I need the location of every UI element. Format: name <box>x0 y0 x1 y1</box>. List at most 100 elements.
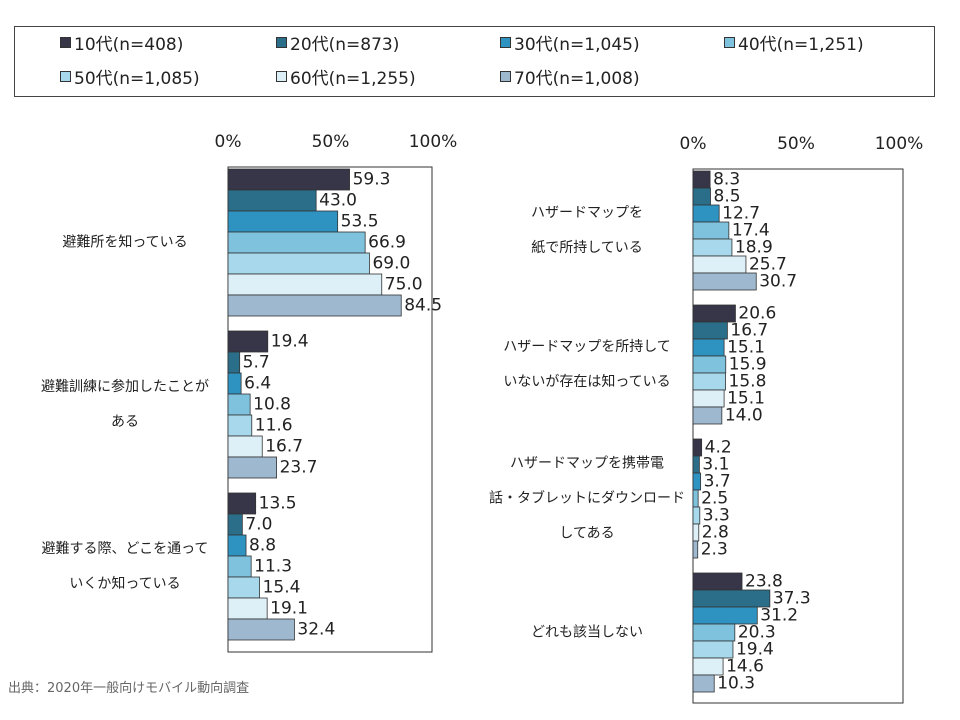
bar <box>692 523 700 542</box>
bar <box>692 355 727 374</box>
chart-legend: 10代(n=408) 20代(n=873) 30代(n=1,045) 40代(n=1,… <box>14 26 935 97</box>
tick-label: 100% <box>875 134 924 154</box>
data-label: 25.7 <box>749 255 787 275</box>
bar <box>692 187 711 206</box>
legend-swatch <box>276 36 287 48</box>
plot-frame <box>692 168 904 704</box>
data-label: 69.0 <box>372 254 410 274</box>
bar <box>227 231 366 254</box>
category-label: 避難所を知っている <box>62 234 187 251</box>
legend-swatch <box>60 36 71 48</box>
bar <box>692 304 736 323</box>
bar <box>692 204 720 223</box>
bar <box>227 597 268 620</box>
data-label: 7.0 <box>245 515 272 535</box>
legend-swatch <box>276 70 287 82</box>
bar <box>692 623 736 642</box>
bar <box>227 456 277 479</box>
data-label: 18.9 <box>735 238 773 258</box>
category-label: 避難する際、どこを通って <box>42 541 209 557</box>
bar <box>227 351 241 374</box>
bar <box>692 489 699 508</box>
bar <box>692 438 703 457</box>
source-note: 出典：2020年一般向けモバイル動向調査 <box>8 681 250 696</box>
bar <box>227 168 350 191</box>
data-label: 32.4 <box>297 620 335 640</box>
category-label: いくか知っている <box>69 575 180 592</box>
data-label: 8.5 <box>714 187 741 207</box>
bar <box>692 221 730 240</box>
data-label: 3.7 <box>704 472 731 492</box>
tick-label: 100% <box>409 132 458 152</box>
legend-label: 70代(n=1,008) <box>514 68 640 89</box>
bar <box>692 455 700 474</box>
legend-label: 60代(n=1,255) <box>290 68 416 89</box>
bar <box>227 252 370 275</box>
bar <box>227 492 257 515</box>
bar <box>227 294 402 317</box>
bar <box>227 414 253 437</box>
bar <box>227 534 247 557</box>
bar <box>227 372 242 395</box>
data-label: 11.6 <box>255 416 293 436</box>
bar <box>692 674 715 693</box>
bar <box>692 389 725 408</box>
data-label: 17.4 <box>732 221 770 241</box>
category-label: いないが存在は知っている <box>503 373 670 390</box>
bar <box>692 572 743 591</box>
category-label: 話・タブレットにダウンロード <box>489 490 685 507</box>
category-label: どれも該当しない <box>531 625 643 641</box>
legend-label: 50代(n=1,085) <box>74 68 200 89</box>
bar <box>692 338 725 357</box>
bar <box>227 618 295 641</box>
legend-item: 70代(n=1,008) <box>500 66 640 89</box>
data-label: 13.5 <box>259 494 297 514</box>
data-label: 59.3 <box>353 170 391 190</box>
data-label: 15.8 <box>729 372 767 392</box>
bar <box>692 540 699 559</box>
bar <box>227 576 260 599</box>
data-label: 8.8 <box>249 536 276 556</box>
legend-label: 10代(n=408) <box>74 34 184 55</box>
data-label: 2.3 <box>701 540 728 560</box>
bar <box>692 589 771 608</box>
legend-item: 20代(n=873) <box>276 32 399 55</box>
legend-item: 30代(n=1,045) <box>500 32 640 55</box>
legend-swatch <box>500 36 511 48</box>
category-label: 紙で所持している <box>531 240 643 256</box>
bar <box>692 606 758 625</box>
data-label: 3.3 <box>703 506 730 526</box>
bar <box>227 189 317 212</box>
data-label: 2.5 <box>701 489 728 509</box>
bar <box>227 393 251 416</box>
legend-label: 30代(n=1,045) <box>514 34 640 55</box>
bar <box>692 506 701 525</box>
legend-swatch <box>724 36 735 48</box>
bar <box>692 472 702 491</box>
data-label: 2.8 <box>702 523 729 543</box>
bar <box>227 330 269 353</box>
category-label: してある <box>559 526 614 542</box>
data-label: 20.3 <box>738 623 776 643</box>
data-label: 23.7 <box>280 458 318 478</box>
category-label: ハザードマップを携帯電 <box>510 456 664 472</box>
bar <box>692 321 728 340</box>
data-label: 19.1 <box>270 599 308 619</box>
bar <box>692 170 711 189</box>
data-label: 3.1 <box>702 455 729 475</box>
data-label: 14.6 <box>726 657 764 677</box>
legend-item: 60代(n=1,255) <box>276 66 416 89</box>
tick-label: 0% <box>680 134 707 154</box>
data-label: 15.9 <box>729 355 767 375</box>
data-label: 15.1 <box>727 338 765 358</box>
category-label: ある <box>111 414 139 430</box>
data-label: 4.2 <box>705 438 732 458</box>
data-label: 8.3 <box>713 170 740 190</box>
bar <box>227 273 383 296</box>
data-label: 15.4 <box>263 578 301 598</box>
category-label: ハザードマップを所持して <box>503 339 671 355</box>
bar <box>692 406 723 425</box>
data-label: 14.0 <box>725 406 763 426</box>
category-label: ハザードマップを <box>531 205 643 221</box>
data-label: 19.4 <box>736 640 774 660</box>
